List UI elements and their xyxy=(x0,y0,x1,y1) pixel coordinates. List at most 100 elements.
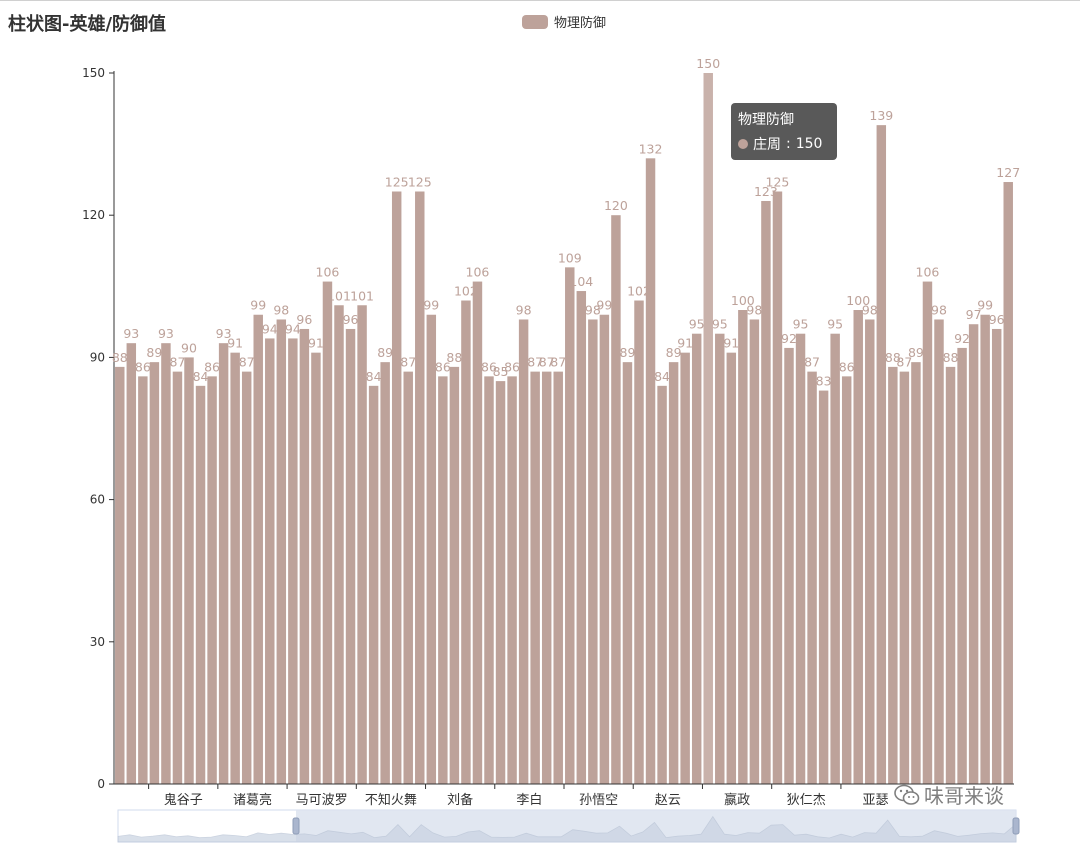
bar xyxy=(507,376,517,784)
bar xyxy=(945,366,956,784)
bar xyxy=(957,347,967,784)
bar xyxy=(991,328,1002,784)
bar-value-label: 106 xyxy=(916,265,940,280)
bar-value-label: 95 xyxy=(712,317,728,332)
y-tick-label: 120 xyxy=(82,208,105,222)
bar xyxy=(265,338,275,784)
bar-value-label: 95 xyxy=(793,317,809,332)
bar-value-label: 88 xyxy=(943,350,959,365)
chart-title: 柱状图-英雄/防御值 xyxy=(8,14,167,35)
bar xyxy=(876,125,887,784)
bar-value-label: 106 xyxy=(466,265,490,280)
bar xyxy=(622,362,633,784)
zoom-handle-right[interactable] xyxy=(1012,817,1020,835)
bar-value-label: 104 xyxy=(569,274,593,289)
bar xyxy=(518,319,529,784)
bar xyxy=(334,305,344,784)
zoom-preview-area xyxy=(117,815,1017,843)
bar-value-label: 98 xyxy=(862,302,878,317)
bar xyxy=(772,191,783,784)
bar-value-label: 87 xyxy=(527,355,543,370)
bar xyxy=(484,376,494,784)
bar-value-label: 96 xyxy=(296,312,312,327)
legend-item[interactable]: 物理防御 xyxy=(522,12,606,31)
bar xyxy=(172,371,183,784)
bar xyxy=(461,300,471,784)
bar xyxy=(807,371,817,784)
bar xyxy=(449,366,460,784)
bar xyxy=(795,333,806,784)
bar xyxy=(980,314,990,784)
bar xyxy=(472,281,483,784)
bar-value-label: 90 xyxy=(181,340,197,355)
bar-value-label: 98 xyxy=(273,302,289,317)
bar-value-label: 91 xyxy=(677,336,693,351)
bar-value-label: 93 xyxy=(216,326,232,341)
bar xyxy=(911,362,921,784)
bar-value-label: 98 xyxy=(931,302,947,317)
bar-value-label: 93 xyxy=(123,326,139,341)
bar-value-label: 132 xyxy=(639,141,663,156)
bar xyxy=(230,352,240,784)
y-tick-label: 0 xyxy=(97,777,105,791)
bar-value-label: 88 xyxy=(885,350,901,365)
bar xyxy=(115,366,125,784)
bar xyxy=(218,343,229,784)
bar xyxy=(357,305,367,784)
y-tick-label: 60 xyxy=(90,493,105,507)
x-tick-label: 诸葛亮 xyxy=(233,792,272,808)
bar-value-label: 87 xyxy=(539,355,555,370)
bar xyxy=(599,314,610,784)
bar-value-label: 86 xyxy=(435,359,451,374)
bar xyxy=(530,371,540,784)
bar-value-label: 125 xyxy=(408,175,432,190)
bar-value-label: 94 xyxy=(285,321,301,336)
zoom-handle-left[interactable] xyxy=(292,817,300,835)
bar xyxy=(345,328,356,784)
x-tick-label: 鬼谷子 xyxy=(164,792,203,808)
bar xyxy=(299,328,310,784)
bar xyxy=(322,281,333,784)
bar xyxy=(391,191,402,784)
bar xyxy=(818,390,829,784)
watermark-text: 味哥来谈 xyxy=(924,784,1004,808)
tooltip-dot-icon xyxy=(738,139,748,149)
bar-value-label: 102 xyxy=(454,284,478,299)
bar-value-label: 102 xyxy=(627,284,651,299)
bar-value-label: 89 xyxy=(146,345,162,360)
bar-value-label: 100 xyxy=(731,293,755,308)
bar-value-label: 93 xyxy=(158,326,174,341)
bar xyxy=(588,319,598,784)
tooltip-title: 物理防御 xyxy=(738,112,794,128)
bar xyxy=(380,362,390,784)
bar-value-label: 91 xyxy=(227,336,243,351)
bar xyxy=(207,376,217,784)
bar-value-label: 97 xyxy=(966,307,982,322)
top-border xyxy=(0,0,1080,1)
bar-value-label: 87 xyxy=(239,355,255,370)
watermark: 味哥来谈 xyxy=(894,780,1004,809)
bar-value-label: 87 xyxy=(400,355,416,370)
bar xyxy=(241,371,252,784)
tooltip-value: 150 xyxy=(795,136,823,152)
bar-value-label: 125 xyxy=(385,175,409,190)
bar-value-label: 106 xyxy=(316,265,340,280)
bar xyxy=(415,191,425,784)
bar xyxy=(726,352,737,784)
bar-value-label: 92 xyxy=(954,331,970,346)
bar-value-label: 98 xyxy=(516,302,532,317)
bar xyxy=(968,324,979,784)
bar xyxy=(899,371,910,784)
bar xyxy=(138,376,148,784)
bar-value-label: 150 xyxy=(696,56,720,71)
bar xyxy=(888,366,898,784)
bar xyxy=(738,310,748,784)
bar xyxy=(761,200,771,785)
bar-value-label: 83 xyxy=(816,374,832,389)
bar xyxy=(853,310,863,784)
bar-value-label: 96 xyxy=(343,312,359,327)
bar xyxy=(922,281,933,784)
bar xyxy=(495,381,506,784)
x-tick-label: 赵云 xyxy=(655,793,681,808)
